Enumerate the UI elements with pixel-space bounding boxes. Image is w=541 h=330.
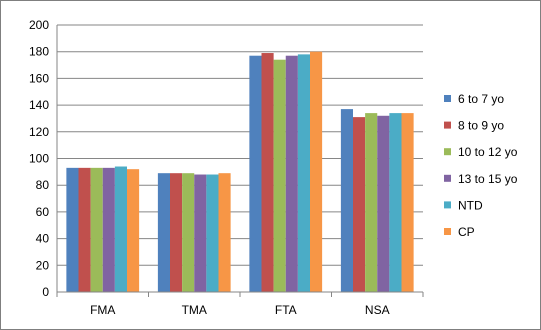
y-tick-label: 40	[36, 232, 50, 246]
bar	[90, 167, 103, 292]
y-tick-label: 200	[29, 18, 49, 32]
y-tick-label: 160	[29, 71, 49, 85]
bar	[353, 117, 366, 293]
y-tick-label: 100	[29, 152, 49, 166]
legend-label: 10 to 12 yo	[458, 145, 518, 159]
bar	[365, 113, 378, 292]
bar	[182, 173, 195, 292]
legend: 6 to 7 yo 8 to 9 yo 10 to 12 yo 13 to 15 yo…	[444, 92, 518, 239]
y-tick-label: 80	[36, 178, 50, 192]
bar	[218, 173, 231, 292]
legend-swatch	[444, 148, 451, 156]
legend-label: CP	[458, 225, 475, 239]
bar	[401, 113, 414, 292]
y-tick-label: 120	[29, 125, 49, 139]
bar	[157, 173, 171, 292]
axes	[56, 25, 424, 297]
bar	[309, 51, 323, 293]
legend-label: 6 to 7 yo	[458, 92, 504, 106]
legend-swatch	[444, 228, 451, 235]
bar	[340, 109, 354, 292]
x-tick-label: FMA	[90, 303, 115, 317]
bar	[114, 166, 127, 292]
legend-swatch	[444, 174, 451, 182]
legend-label: NTD	[458, 198, 483, 212]
y-tick-labels: 0 20 40 60 80 100 120 140 160 180 200	[29, 18, 49, 299]
legend-swatch	[444, 95, 451, 102]
bar	[273, 59, 286, 293]
x-tick-label: NSA	[365, 303, 390, 317]
bar	[66, 167, 79, 292]
bar	[206, 174, 219, 292]
bar	[377, 115, 390, 292]
bar	[126, 169, 140, 292]
legend-swatch	[444, 201, 451, 209]
bar	[170, 173, 183, 292]
x-tick-label: TMA	[182, 303, 207, 317]
legend-label: 8 to 9 yo	[458, 119, 504, 133]
bars	[66, 51, 414, 293]
x-tick-labels: FMA TMA FTA NSA	[90, 303, 390, 317]
legend-label: 13 to 15 yo	[458, 172, 518, 186]
bar	[78, 167, 91, 292]
bar	[249, 55, 262, 292]
bar	[194, 174, 207, 292]
bar	[297, 54, 310, 293]
y-tick-label: 140	[29, 98, 49, 112]
legend-swatch	[444, 121, 451, 129]
y-tick-label: 0	[42, 285, 49, 299]
y-tick-label: 20	[36, 258, 50, 272]
x-tick-label: FTA	[275, 303, 297, 317]
bar	[285, 55, 298, 292]
y-tick-label: 180	[29, 45, 49, 59]
bar	[389, 113, 402, 292]
bar	[102, 167, 115, 292]
y-tick-label: 60	[36, 205, 50, 219]
bar	[261, 53, 274, 292]
